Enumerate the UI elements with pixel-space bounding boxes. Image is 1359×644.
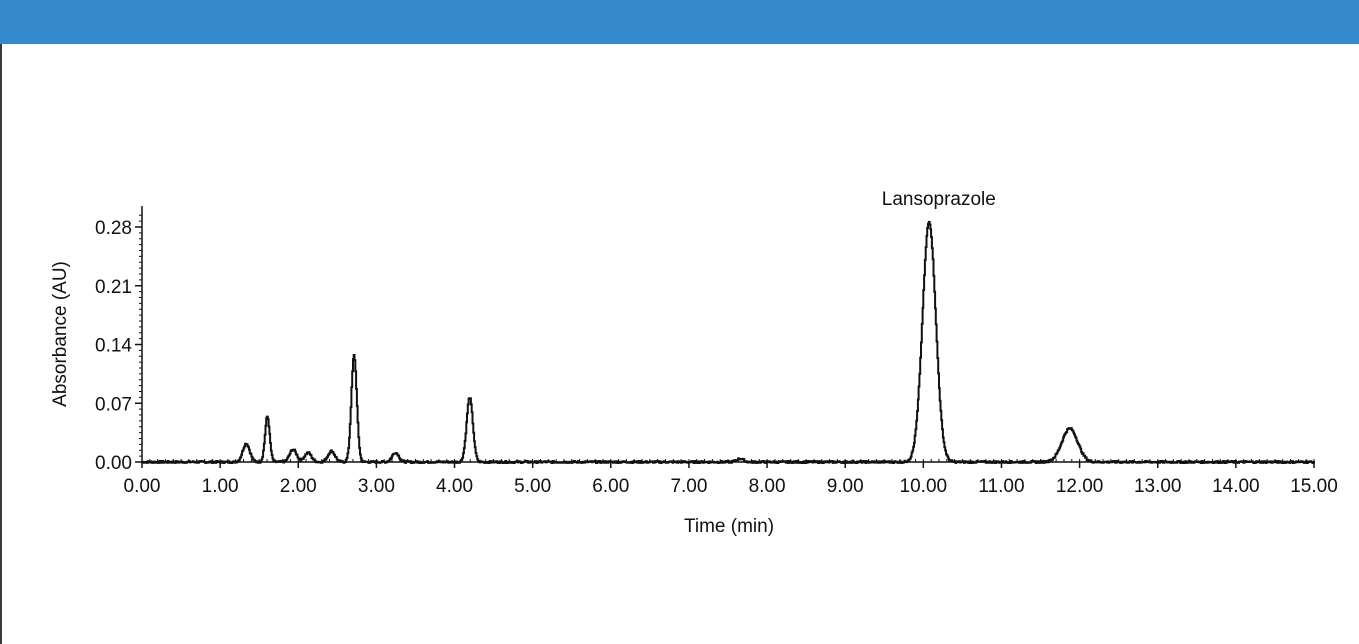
- y-axis-title: Absorbance (AU): [50, 261, 71, 407]
- x-tick-label: 3.00: [358, 476, 395, 497]
- x-tick-labels: 0.00 1.00 2.00 3.00 4.00 5.00 6.00 7.00 8.00 9.00…: [124, 476, 1338, 497]
- x-tick-label: 4.00: [436, 476, 473, 497]
- x-tick-label: 11.00: [978, 476, 1024, 497]
- y-tick-labels: 0.00 0.07 0.14 0.21 0.28: [95, 218, 132, 474]
- x-tick-label: 13.00: [1134, 476, 1182, 497]
- major-ticks: [135, 226, 1315, 468]
- y-tick-label: 0.14: [95, 336, 132, 357]
- x-tick-label: 10.00: [900, 476, 948, 497]
- x-tick-label: 15.00: [1290, 476, 1338, 497]
- left-border: [0, 44, 2, 644]
- x-tick-label: 9.00: [827, 476, 864, 497]
- y-tick-label: 0.00: [95, 453, 132, 474]
- x-tick-label: 7.00: [670, 476, 707, 497]
- x-tick-label: 14.00: [1212, 476, 1260, 497]
- y-tick-label: 0.21: [95, 277, 132, 298]
- y-tick-label: 0.28: [95, 218, 132, 239]
- axes: 0.00 1.00 2.00 3.00 4.00 5.00 6.00 7.00 8.00 9.00…: [95, 206, 1338, 497]
- x-tick-label: 6.00: [592, 476, 629, 497]
- x-tick-label: 2.00: [280, 476, 317, 497]
- header-bar: [0, 0, 1359, 44]
- x-tick-label: 5.00: [514, 476, 551, 497]
- x-tick-label: 0.00: [124, 476, 161, 497]
- x-tick-label: 8.00: [749, 476, 786, 497]
- x-tick-label: 12.00: [1056, 476, 1104, 497]
- y-tick-label: 0.07: [95, 394, 132, 415]
- lansoprazole-peak-label: Lansoprazole: [882, 189, 996, 210]
- minor-ticks: [139, 214, 1315, 463]
- x-tick-label: 1.00: [202, 476, 239, 497]
- x-axis-title: Time (min): [684, 516, 774, 537]
- chromatogram-trace: [141, 220, 1315, 464]
